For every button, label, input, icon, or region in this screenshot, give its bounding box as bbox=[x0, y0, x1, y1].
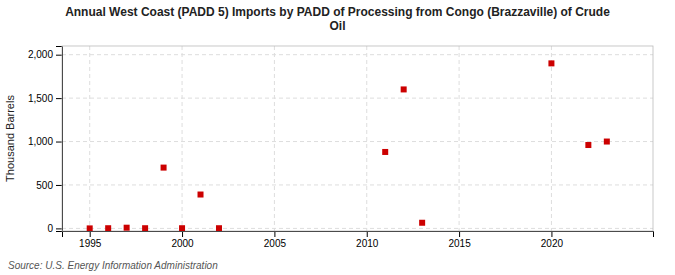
plot: 1995 2000 2005 2010 2015 2020 0 500 1,000 1,500 2,… bbox=[4, 46, 654, 249]
grid-line bbox=[551, 46, 552, 231]
grid-line bbox=[89, 46, 90, 231]
tick: 1,000 bbox=[28, 136, 62, 147]
point bbox=[142, 225, 148, 231]
grid-line bbox=[274, 46, 275, 231]
tick-label: 2020 bbox=[541, 238, 564, 249]
title-line: Annual West Coast (PADD 5) Imports by PA… bbox=[65, 5, 610, 19]
title: Annual West Coast (PADD 5) Imports by PA… bbox=[65, 5, 610, 33]
point bbox=[382, 149, 388, 155]
tick-label: 2010 bbox=[356, 238, 379, 249]
tick: 2000 bbox=[171, 231, 194, 249]
tick-mark bbox=[56, 55, 62, 56]
tick: 2,000 bbox=[28, 49, 62, 60]
tick-label: 0 bbox=[47, 223, 53, 234]
plot-frame bbox=[62, 46, 653, 231]
points bbox=[87, 60, 610, 231]
grid bbox=[62, 46, 653, 231]
tick-label: 1995 bbox=[79, 238, 102, 249]
tick-mark bbox=[56, 228, 62, 229]
source: Source: U.S. Energy Information Administ… bbox=[8, 260, 218, 271]
axis-line bbox=[63, 232, 654, 238]
tick: 0 bbox=[47, 223, 62, 234]
tick-label: 2015 bbox=[448, 238, 471, 249]
point bbox=[124, 225, 130, 231]
tick-label: 2,000 bbox=[28, 49, 53, 60]
y-axis-title: Thousand Barrels bbox=[4, 95, 16, 182]
tick: 2015 bbox=[448, 231, 471, 249]
grid-line bbox=[62, 54, 653, 55]
tick-mark bbox=[56, 98, 62, 99]
tick: 2005 bbox=[264, 231, 287, 249]
grid-line bbox=[62, 228, 653, 229]
point bbox=[216, 225, 222, 231]
tick-label: 2005 bbox=[264, 238, 287, 249]
chart: Annual West Coast (PADD 5) Imports by PA… bbox=[0, 0, 675, 275]
point bbox=[401, 86, 407, 92]
grid-line bbox=[459, 46, 460, 231]
grid-line bbox=[62, 98, 653, 99]
tick-label: 2000 bbox=[171, 238, 194, 249]
point bbox=[548, 60, 554, 66]
grid-line bbox=[62, 184, 653, 185]
tick-mark bbox=[56, 142, 62, 143]
point bbox=[87, 225, 93, 231]
point bbox=[161, 165, 167, 171]
point bbox=[198, 192, 204, 198]
point bbox=[585, 142, 591, 148]
x-axis: 1995 2000 2005 2010 2015 2020 bbox=[63, 231, 654, 249]
tick: 2010 bbox=[356, 231, 379, 249]
y-axis: 0 500 1,000 1,500 2,000 bbox=[28, 47, 63, 235]
grid-line bbox=[182, 46, 183, 231]
point bbox=[419, 220, 425, 226]
tick-mark bbox=[459, 231, 460, 237]
tick: 2020 bbox=[541, 231, 564, 249]
title-line: Oil bbox=[329, 19, 345, 33]
tick-mark bbox=[274, 231, 275, 237]
tick-label: 1,000 bbox=[28, 136, 53, 147]
tick-label: 1,500 bbox=[28, 93, 53, 104]
tick: 1995 bbox=[79, 231, 102, 249]
tick-mark bbox=[56, 185, 62, 186]
tick-mark bbox=[367, 231, 368, 237]
tick-mark bbox=[90, 231, 91, 237]
grid-line bbox=[62, 141, 653, 142]
point bbox=[604, 139, 610, 145]
tick-mark bbox=[182, 231, 183, 237]
tick-mark bbox=[551, 231, 552, 237]
point bbox=[105, 225, 111, 231]
point bbox=[179, 225, 185, 231]
grid-line bbox=[366, 46, 367, 231]
tick: 1,500 bbox=[28, 93, 62, 104]
tick-label: 500 bbox=[36, 180, 53, 191]
axis-line bbox=[56, 47, 63, 232]
tick: 500 bbox=[36, 180, 62, 191]
